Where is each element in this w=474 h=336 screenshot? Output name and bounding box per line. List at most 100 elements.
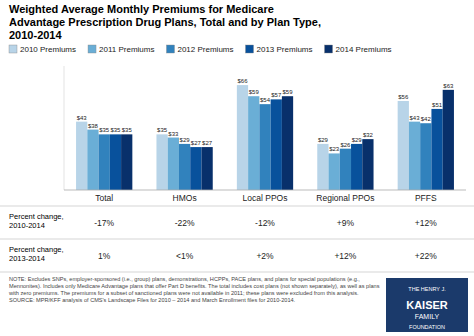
logo-text: FOUNDATION xyxy=(409,324,445,330)
data-label: $29 xyxy=(352,137,363,143)
data-label: $57 xyxy=(271,92,282,98)
bar xyxy=(201,147,212,190)
bar xyxy=(179,144,190,190)
table-cell: -22% xyxy=(175,218,195,228)
legend-swatch xyxy=(166,45,174,53)
bars xyxy=(76,85,454,190)
table-cell: -12% xyxy=(255,218,275,228)
bar xyxy=(317,144,328,190)
logo-text: THE HENRY J. xyxy=(408,286,446,292)
bar xyxy=(87,130,98,190)
bar xyxy=(99,134,110,190)
text-line: Percent change, xyxy=(9,245,64,254)
row-label: Percent change,2013-2014 xyxy=(9,245,64,263)
data-label: $35 xyxy=(99,127,110,133)
bar xyxy=(190,147,201,190)
row-label: Percent change,2010-2014 xyxy=(9,212,64,230)
bar xyxy=(121,134,132,190)
text-line: 2010-2014 xyxy=(9,29,62,41)
chart: Weighted Average Monthly Premiums for Me… xyxy=(0,0,474,336)
logo-box xyxy=(386,278,468,332)
data-label: $35 xyxy=(110,127,121,133)
text-line: Percent change, xyxy=(9,212,64,221)
data-label: $27 xyxy=(202,140,213,146)
bar xyxy=(259,104,270,190)
bar xyxy=(156,134,167,190)
legend: 2010 Premiums 2011 Premiums 2012 Premiums 2… xyxy=(9,45,392,54)
x-tick-label: HMOs xyxy=(173,193,197,203)
x-tick-label: Local PPOs xyxy=(243,193,288,203)
table-cell: +2% xyxy=(256,251,274,261)
bar xyxy=(248,96,259,190)
table-cell: <1% xyxy=(176,251,194,261)
bar xyxy=(431,109,442,190)
divider xyxy=(0,239,474,240)
table-cell: +12% xyxy=(415,218,437,228)
bar xyxy=(110,134,121,190)
data-label: $35 xyxy=(122,127,133,133)
x-tick-label: PFFS xyxy=(415,193,437,203)
data-label: $27 xyxy=(191,140,202,146)
legend-label: 2011 Premiums xyxy=(99,45,154,54)
text-line: NOTE: Excludes SNPs, employer-sponsored … xyxy=(9,276,360,282)
y-axis-line xyxy=(64,66,65,190)
logo: THE HENRY J.KAISERFAMILYFOUNDATION xyxy=(386,278,468,332)
data-label: $54 xyxy=(260,97,271,103)
legend-swatch xyxy=(325,45,333,53)
data-label: $59 xyxy=(283,89,294,95)
table-cell: -17% xyxy=(94,218,114,228)
title: Weighted Average Monthly Premiums for Me… xyxy=(9,3,321,41)
bar xyxy=(420,123,431,190)
text-line: Mennonites). Includes only Medicare Adva… xyxy=(9,283,380,289)
bar xyxy=(443,90,454,190)
data-label: $59 xyxy=(249,89,260,95)
bar xyxy=(340,149,351,190)
bar xyxy=(237,85,248,190)
bar xyxy=(76,122,87,190)
data-label: $66 xyxy=(237,78,248,84)
legend-label: 2013 Premiums xyxy=(257,45,313,54)
data-label: $63 xyxy=(443,83,454,89)
bar xyxy=(282,96,293,190)
data-label: $38 xyxy=(88,123,99,129)
data-label: $35 xyxy=(157,127,168,133)
legend-label: 2010 Premiums xyxy=(20,45,76,54)
data-label: $43 xyxy=(77,115,88,121)
legend-swatch xyxy=(9,45,17,53)
divider xyxy=(0,206,474,207)
text-line: with zero premiums. The premiums for a s… xyxy=(8,290,359,296)
table-cell: +9% xyxy=(337,218,355,228)
data-label: $56 xyxy=(398,94,409,100)
table-cell: +22% xyxy=(415,251,437,261)
bar xyxy=(409,122,420,190)
legend-swatch xyxy=(246,45,254,53)
text-line: Weighted Average Monthly Premiums for Me… xyxy=(9,3,274,15)
text-line: 2010-2014 xyxy=(9,221,45,230)
x-tick-label: Regional PPOs xyxy=(316,193,374,203)
data-label: $26 xyxy=(340,142,351,148)
text-line: Advantage Prescription Drug Plans, Total… xyxy=(9,16,321,28)
bar xyxy=(398,101,409,190)
data-label: $29 xyxy=(180,137,191,143)
bar xyxy=(362,139,373,190)
data-label: $23 xyxy=(329,146,340,152)
divider xyxy=(0,272,474,273)
data-label: $51 xyxy=(432,102,443,108)
data-label: $29 xyxy=(318,137,329,143)
bar xyxy=(271,99,282,190)
bar xyxy=(351,144,362,190)
legend-label: 2012 Premiums xyxy=(177,45,233,54)
bar xyxy=(168,138,179,190)
logo-text: KAISER xyxy=(406,299,448,311)
x-axis-line xyxy=(64,190,466,191)
table-cell: +12% xyxy=(334,251,356,261)
data-label: $33 xyxy=(168,131,179,137)
text-line: SOURCE: MPR/KFF analysis of CMS's Landsc… xyxy=(9,297,296,303)
table-cell: 1% xyxy=(98,251,111,261)
x-tick-label: Total xyxy=(95,193,113,203)
data-label: $43 xyxy=(410,115,421,121)
data-labels: $43$35$66$29$56$38$33$59$23$43$35$29$54$… xyxy=(77,78,454,152)
data-label: $42 xyxy=(421,116,432,122)
legend-label: 2014 Premiums xyxy=(336,45,392,54)
text-line: 2013-2014 xyxy=(9,254,45,263)
